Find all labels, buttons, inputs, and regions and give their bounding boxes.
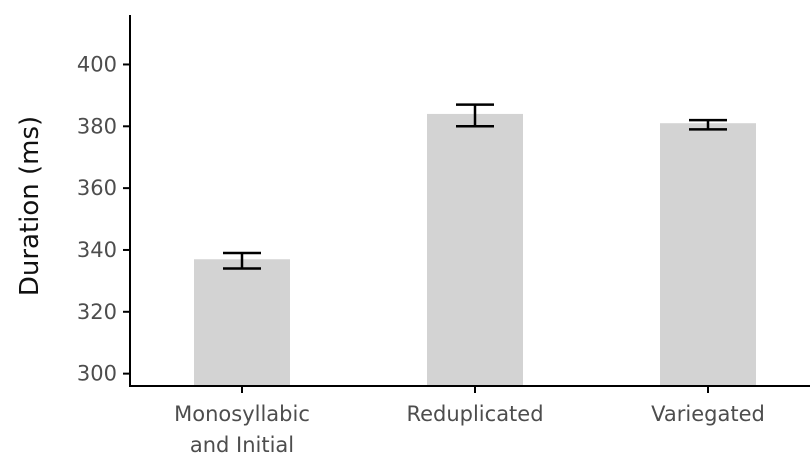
x-tick-label: Variegated: [651, 402, 765, 426]
y-tick-label: 360: [77, 176, 117, 200]
bar: [194, 259, 290, 386]
y-tick-label: 320: [77, 300, 117, 324]
x-tick-label-line: Reduplicated: [406, 402, 543, 426]
x-tick-label: Monosyllabic and Initial: [174, 402, 310, 457]
bar: [427, 113, 523, 386]
x-tick-label-line: and Initial: [190, 433, 294, 457]
plot-area: [194, 103, 756, 386]
y-axis-ticks: 300 320 340 360 380 400: [77, 52, 130, 386]
x-tick-label-line: Variegated: [651, 402, 765, 426]
x-tick-label: Reduplicated: [406, 402, 543, 426]
x-axis-ticks: Monosyllabic and Initial Reduplicated Varie…: [174, 386, 765, 457]
error-bar: [223, 251, 261, 270]
error-bar: [689, 118, 727, 131]
y-tick-label: 400: [77, 52, 117, 76]
bar: [660, 123, 756, 386]
y-axis-title: Duration (ms): [15, 116, 45, 296]
y-tick-label: 380: [77, 114, 117, 138]
y-tick-label: 340: [77, 238, 117, 262]
error-bar: [456, 103, 494, 128]
x-tick-label-line: Monosyllabic: [174, 402, 310, 426]
y-tick-label: 300: [77, 362, 117, 386]
